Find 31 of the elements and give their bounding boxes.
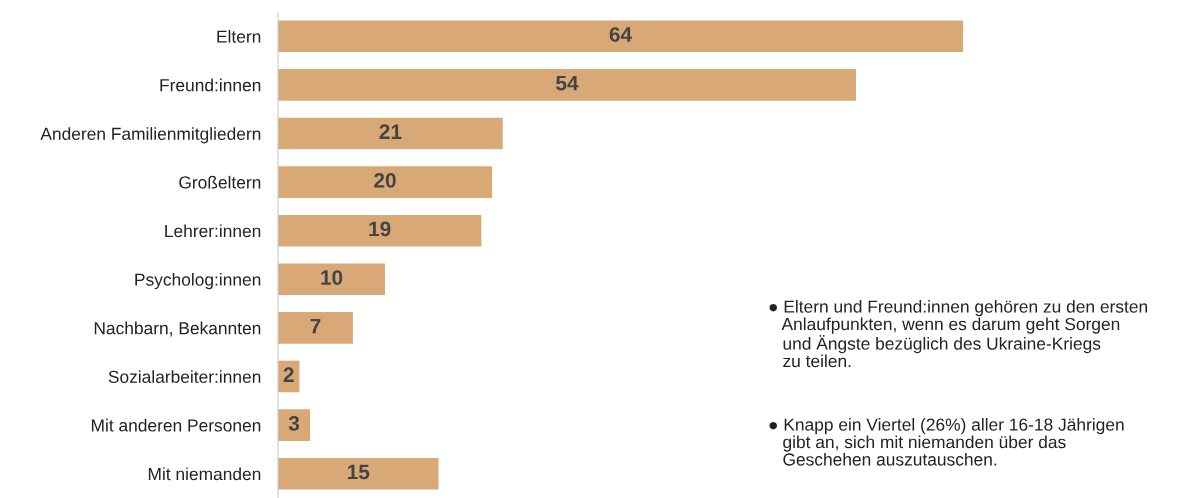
bar — [278, 69, 856, 101]
bar — [278, 409, 311, 441]
bar — [278, 457, 439, 490]
y-tick-label: Freund:innen — [160, 78, 261, 92]
annotation: ● Eltern und Freund:innen gehören zu den ersten Anlaufpunkten, wenn es darum geht Sorgen und Ängste bezüglich des Ukraine-Kriegs zu teilen. — [769, 300, 1148, 368]
data-label: 10 — [321, 270, 343, 285]
y-tick-label: Eltern — [217, 30, 261, 43]
annotation: ● Knapp ein Viertel (26%) aller 16-18 Jährigen gibt an, sich mit niemanden über das Geschehen auszutauschen. — [769, 418, 1124, 466]
bar — [278, 166, 493, 198]
data-label: 2 — [283, 367, 294, 382]
y-tick-label: Anderen Familienmitgliedern — [40, 127, 261, 144]
bar — [278, 214, 482, 247]
bar — [278, 20, 963, 53]
data-label: 7 — [310, 318, 321, 334]
bar — [278, 312, 353, 344]
data-label: 21 — [379, 124, 402, 139]
bar — [278, 263, 386, 296]
y-tick-label: Nachbarn, Bekannten — [94, 321, 261, 337]
data-label: 19 — [369, 221, 391, 237]
data-label: 3 — [288, 415, 300, 431]
y-tick-label: Großeltern — [179, 175, 261, 189]
data-label: 15 — [348, 464, 370, 480]
y-tick-label: Lehrer:innen — [165, 224, 261, 238]
data-label: 64 — [609, 27, 632, 42]
bar — [278, 117, 503, 150]
y-tick-label: Mit niemanden — [148, 467, 261, 481]
y-tick-label: Sozialarbeiter:innen — [108, 370, 261, 383]
data-label: 20 — [374, 172, 396, 188]
y-tick-label: Psycholog:innen — [135, 273, 261, 290]
data-label: 54 — [556, 75, 579, 91]
y-tick-label: Mit anderen Personen — [91, 418, 261, 432]
